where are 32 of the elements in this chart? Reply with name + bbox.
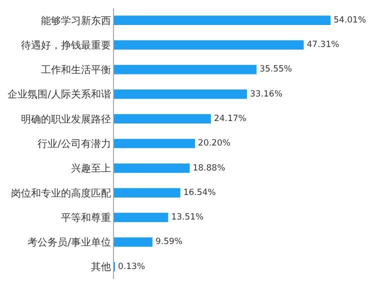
data-label: 47.31% (306, 40, 340, 50)
y-tick-label: 岗位和专业的高度匹配 (11, 187, 111, 200)
bar (114, 163, 190, 173)
y-tick-label: 兴趣至上 (71, 162, 111, 175)
y-tick-label: 待遇好，挣钱最重要 (21, 39, 111, 52)
bar (114, 40, 304, 50)
bar (114, 188, 180, 198)
data-label: 13.51% (171, 212, 204, 223)
y-tick-label: 其他 (91, 261, 111, 274)
y-tick-label: 能够学习新东西 (41, 14, 111, 27)
bar (114, 138, 196, 148)
bar (114, 114, 211, 124)
data-label: 35.55% (260, 64, 292, 75)
bar (114, 237, 152, 247)
bar (114, 212, 168, 222)
y-tick-label: 企业氛围/人际关系和谐 (8, 88, 111, 101)
bar (114, 90, 247, 99)
data-label: 0.13% (118, 262, 146, 272)
y-tick-label: 平等和尊重 (61, 212, 111, 224)
bar (114, 64, 257, 74)
data-label: 9.59% (155, 237, 183, 248)
data-label: 24.17% (214, 114, 246, 124)
y-tick-label: 明确的职业发展路径 (21, 113, 111, 126)
y-tick-label: 行业/公司有潜力 (38, 138, 111, 150)
bar (114, 16, 331, 25)
data-label: 18.88% (192, 163, 226, 174)
data-label: 20.20% (198, 138, 230, 149)
y-tick-label: 考公务员/事业单位 (28, 236, 111, 249)
data-label: 33.16% (250, 89, 282, 100)
data-label: 54.01% (334, 15, 366, 26)
y-tick-label: 工作和生活平衡 (41, 64, 111, 76)
data-label: 16.54% (183, 188, 216, 198)
